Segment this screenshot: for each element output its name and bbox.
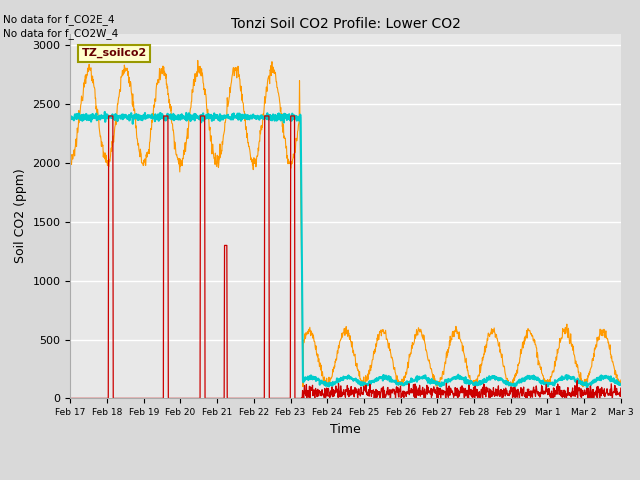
- Y-axis label: Soil CO2 (ppm): Soil CO2 (ppm): [14, 168, 27, 264]
- Tree2 -8cm: [504, 381, 511, 387]
- Tree2 -8cm: [617, 382, 625, 387]
- Tree2 -8cm: [176, 113, 184, 119]
- Tree -8cm: [194, 58, 202, 63]
- Line: Tree2 -8cm: Tree2 -8cm: [70, 112, 621, 387]
- X-axis label: Time: Time: [330, 423, 361, 436]
- Open -8cm: [552, 392, 559, 397]
- Tree -8cm: [251, 160, 259, 166]
- Title: Tonzi Soil CO2 Profile: Lower CO2: Tonzi Soil CO2 Profile: Lower CO2: [230, 17, 461, 31]
- Tree -8cm: [552, 354, 560, 360]
- Tree2 -8cm: [67, 114, 74, 120]
- Tree2 -8cm: [189, 116, 197, 121]
- Text: No data for f_CO2W_4: No data for f_CO2W_4: [3, 28, 118, 39]
- Tree2 -8cm: [552, 378, 559, 384]
- Tree2 -8cm: [583, 384, 591, 390]
- Open -8cm: [431, 391, 439, 396]
- Tree -8cm: [361, 384, 369, 390]
- Legend: Open -8cm, Tree -8cm, Tree2 -8cm: Open -8cm, Tree -8cm, Tree2 -8cm: [189, 476, 502, 480]
- Tree2 -8cm: [101, 109, 109, 115]
- Text: TZ_soilco2: TZ_soilco2: [81, 48, 147, 59]
- Open -8cm: [251, 396, 259, 401]
- Open -8cm: [504, 390, 511, 396]
- Line: Tree -8cm: Tree -8cm: [70, 60, 621, 387]
- Tree -8cm: [189, 89, 196, 95]
- Open -8cm: [189, 396, 197, 401]
- Text: No data for f_CO2E_4: No data for f_CO2E_4: [3, 13, 115, 24]
- Line: Open -8cm: Open -8cm: [70, 116, 621, 398]
- Tree -8cm: [432, 378, 440, 384]
- Tree -8cm: [67, 161, 74, 167]
- Open -8cm: [105, 113, 113, 119]
- Tree -8cm: [617, 377, 625, 383]
- Tree2 -8cm: [251, 113, 259, 119]
- Open -8cm: [617, 385, 625, 391]
- Tree2 -8cm: [431, 379, 439, 384]
- Tree -8cm: [175, 163, 183, 169]
- Open -8cm: [176, 396, 184, 401]
- Open -8cm: [67, 396, 74, 401]
- Tree -8cm: [504, 377, 511, 383]
